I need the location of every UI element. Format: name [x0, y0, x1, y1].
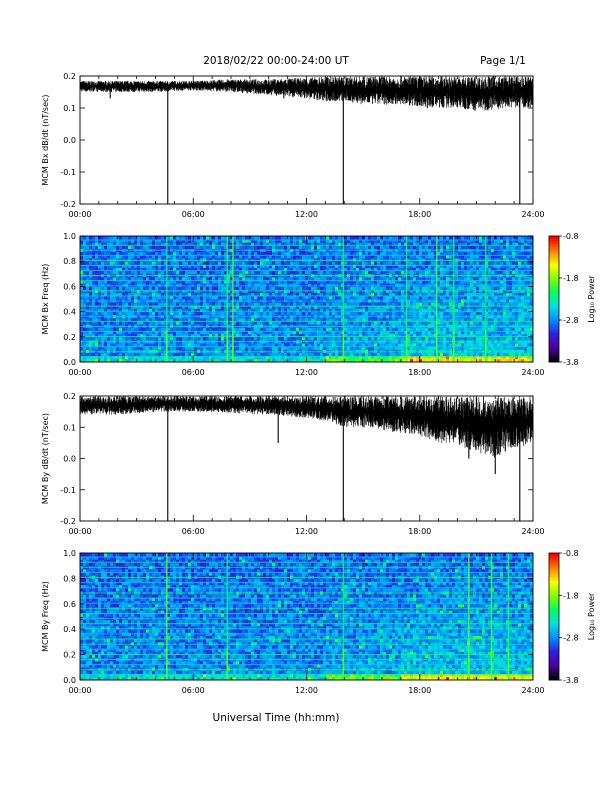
- y-tick-label: 0.0: [63, 136, 76, 145]
- y-tick-label: 0.2: [63, 651, 76, 660]
- colorbar-tick-label: -0.8: [563, 232, 579, 241]
- colorbar-tick-label: -1.8: [563, 274, 579, 283]
- y-tick-label: 0.4: [63, 308, 76, 317]
- x-tick-label: 12:00: [295, 210, 318, 219]
- x-axis: 00:00 06:00 12:00 18:00 24:00: [68, 553, 545, 695]
- x-tick-label: 06:00: [182, 527, 205, 536]
- y-axis: 0.2 0.1 0.0 -0.1 -0.2 MCM Bx dB/dt (nT/sec): [41, 72, 533, 209]
- colorbar-label: Log₁₀ Power: [587, 592, 596, 640]
- spectrogram-image: [80, 236, 534, 363]
- y-axis: 1.0 0.8 0.6 0.4 0.2 0.0 MCM Bx Freq (Hz): [41, 232, 533, 367]
- y-tick-label: 0.4: [63, 625, 76, 634]
- x-tick-label: 00:00: [68, 368, 91, 377]
- colorbar-tick-label: -3.8: [563, 676, 579, 685]
- dbdt-trace: [79, 76, 534, 204]
- y-axis-label: MCM By dB/dt (nT/sec): [41, 413, 50, 504]
- page-indicator: Page 1/1: [480, 55, 526, 67]
- y-tick-label: 1.0: [63, 232, 76, 241]
- figure-title: 2018/02/22 00:00-24:00 UT: [203, 55, 349, 67]
- x-axis-title: Universal Time (hh:mm): [213, 712, 340, 724]
- by-dbdt-panel: 0.2 0.1 0.0 -0.1 -0.2 MCM By dB/dt (nT/sec) 00…: [41, 392, 545, 536]
- y-tick-label: 0.8: [63, 574, 76, 583]
- y-tick-label: -0.2: [60, 200, 76, 209]
- x-tick-label: 18:00: [408, 210, 431, 219]
- colorbar-tick-label: -0.8: [563, 549, 579, 558]
- colorbar: -0.8 -1.8 -2.8 -3.8 Log₁₀ Power: [548, 232, 596, 367]
- x-tick-label: 00:00: [68, 686, 91, 695]
- y-tick-label: -0.1: [60, 486, 76, 495]
- colorbar-label: Log₁₀ Power: [587, 275, 596, 323]
- y-axis: 0.2 0.1 0.0 -0.1 -0.2 MCM By dB/dt (nT/sec): [41, 392, 533, 526]
- colorbar-tick-label: -1.8: [563, 591, 579, 600]
- x-tick-label: 12:00: [295, 686, 318, 695]
- x-tick-label: 06:00: [182, 368, 205, 377]
- x-tick-label: 18:00: [408, 368, 431, 377]
- x-tick-label: 00:00: [68, 527, 91, 536]
- x-tick-label: 00:00: [68, 210, 91, 219]
- x-axis: 00:00 06:00 12:00 18:00 24:00: [68, 236, 545, 377]
- bx-dbdt-panel: 0.2 0.1 0.0 -0.1 -0.2 MCM Bx dB/dt (nT/sec) 00…: [41, 72, 545, 219]
- y-tick-label: -0.2: [60, 517, 76, 526]
- y-tick-label: 0.2: [63, 333, 76, 342]
- spectrogram-image: [80, 553, 534, 681]
- x-tick-label: 24:00: [521, 210, 544, 219]
- colorbar-tick-label: -2.8: [563, 316, 579, 325]
- x-tick-label: 12:00: [295, 527, 318, 536]
- x-tick-label: 06:00: [182, 210, 205, 219]
- x-tick-label: 24:00: [521, 686, 544, 695]
- colorbar-tick-label: -2.8: [563, 634, 579, 643]
- x-tick-label: 12:00: [295, 368, 318, 377]
- x-axis: 00:00 06:00 12:00 18:00 24:00: [68, 396, 545, 536]
- y-axis-label: MCM Bx Freq (Hz): [41, 264, 50, 335]
- x-tick-label: 18:00: [408, 686, 431, 695]
- y-tick-label: 0.6: [63, 282, 76, 291]
- y-tick-label: 0.1: [63, 104, 76, 113]
- y-tick-label: 1.0: [63, 549, 76, 558]
- x-tick-label: 18:00: [408, 527, 431, 536]
- dbdt-trace: [79, 396, 534, 521]
- y-axis-label: MCM Bx dB/dt (nT/sec): [41, 94, 50, 185]
- y-axis-label: MCM By Freq (Hz): [41, 581, 50, 652]
- y-tick-label: 0.6: [63, 600, 76, 609]
- colorbar: -0.8 -1.8 -2.8 -3.8 Log₁₀ Power: [548, 549, 596, 685]
- x-tick-label: 24:00: [521, 368, 544, 377]
- y-tick-label: 0.2: [63, 392, 76, 401]
- y-tick-label: 0.8: [63, 257, 76, 266]
- colorbar-tick-label: -3.8: [563, 358, 579, 367]
- y-axis: 1.0 0.8 0.6 0.4 0.2 0.0 MCM By Freq (Hz): [41, 549, 533, 685]
- panels: 0.2 0.1 0.0 -0.1 -0.2 MCM Bx dB/dt (nT/sec) 00…: [41, 72, 596, 695]
- y-tick-label: 0.0: [63, 676, 76, 685]
- x-tick-label: 06:00: [182, 686, 205, 695]
- y-tick-label: 0.0: [63, 358, 76, 367]
- y-tick-label: 0.2: [63, 72, 76, 81]
- x-axis: 00:00 06:00 12:00 18:00 24:00: [68, 76, 545, 219]
- x-tick-label: 24:00: [521, 527, 544, 536]
- y-tick-label: -0.1: [60, 168, 76, 177]
- y-tick-label: 0.0: [63, 455, 76, 464]
- y-tick-label: 0.1: [63, 423, 76, 432]
